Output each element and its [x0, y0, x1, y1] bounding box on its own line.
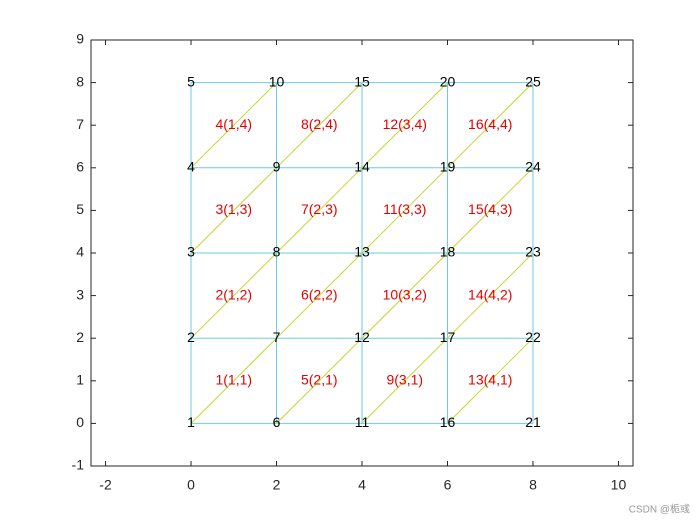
mesh-diagonal — [361, 167, 448, 254]
node-label: 6 — [273, 414, 281, 430]
mesh-diagonal — [190, 167, 277, 254]
node-label: 13 — [354, 244, 370, 260]
element-label: 15(4,3) — [468, 201, 512, 217]
node-label: 20 — [440, 73, 456, 89]
element-label: 16(4,4) — [468, 116, 512, 132]
x-tick-label: 8 — [529, 477, 537, 493]
mesh-diagonal — [190, 252, 277, 339]
element-label: 12(3,4) — [383, 116, 427, 132]
y-tick-label: 8 — [76, 73, 84, 89]
y-tick-label: 7 — [76, 116, 84, 132]
element-label: 8(2,4) — [301, 116, 338, 132]
node-label: 8 — [273, 244, 281, 260]
y-tick-label: 6 — [76, 159, 84, 175]
node-label: 4 — [187, 159, 195, 175]
mesh-diagonal — [361, 337, 448, 424]
element-label: 3(1,3) — [215, 201, 252, 217]
node-label: 22 — [525, 329, 541, 345]
element-label: 10(3,2) — [383, 286, 427, 302]
node-label: 21 — [525, 414, 541, 430]
node-label: 19 — [440, 159, 456, 175]
y-tick-label: 3 — [76, 286, 84, 302]
x-tick-label: 10 — [611, 477, 627, 493]
element-label: 4(1,4) — [215, 116, 252, 132]
y-tick-label: 1 — [76, 372, 84, 388]
element-label: 9(3,1) — [386, 372, 423, 388]
element-label: 6(2,2) — [301, 286, 338, 302]
y-tick-label: 4 — [76, 244, 84, 260]
x-tick-label: 0 — [187, 477, 195, 493]
node-label: 3 — [187, 244, 195, 260]
node-label: 17 — [440, 329, 456, 345]
x-tick-label: -2 — [99, 477, 112, 493]
mesh-diagonal — [190, 82, 277, 169]
node-label: 2 — [187, 329, 195, 345]
x-tick-label: 4 — [358, 477, 366, 493]
x-tick-label: 6 — [444, 477, 452, 493]
node-label: 18 — [440, 244, 456, 260]
node-label: 15 — [354, 73, 370, 89]
node-label: 5 — [187, 73, 195, 89]
node-label: 11 — [355, 414, 370, 430]
node-label: 16 — [440, 414, 456, 430]
node-label: 1 — [187, 414, 195, 430]
node-label: 12 — [354, 329, 370, 345]
mesh-diagonal — [447, 82, 534, 169]
element-label: 7(2,3) — [301, 201, 338, 217]
mesh-diagonal — [447, 167, 534, 254]
mesh-diagonal — [276, 252, 363, 339]
element-label: 1(1,1) — [215, 372, 252, 388]
mesh-diagonal — [276, 82, 363, 169]
node-label: 24 — [525, 159, 541, 175]
watermark: CSDN @栀彧 — [629, 503, 690, 516]
y-tick-label: 9 — [76, 31, 84, 47]
element-label: 5(2,1) — [301, 372, 338, 388]
mesh-diagonal — [361, 82, 448, 169]
element-label: 11(3,3) — [383, 201, 426, 217]
node-label: 23 — [525, 244, 541, 260]
element-label: 13(4,1) — [468, 372, 512, 388]
element-label: 2(1,2) — [215, 286, 252, 302]
y-tick-label: 0 — [76, 414, 84, 430]
mesh-diagonal — [361, 252, 448, 339]
node-label: 9 — [273, 159, 281, 175]
y-tick-label: -1 — [72, 457, 85, 473]
mesh-diagonal — [276, 167, 363, 254]
mesh-diagonal — [447, 337, 534, 424]
y-tick-label: 5 — [76, 201, 84, 217]
node-label: 25 — [525, 73, 541, 89]
mesh-diagonal — [447, 252, 534, 339]
node-label: 10 — [269, 73, 285, 89]
element-label: 14(4,2) — [468, 286, 512, 302]
y-tick-label: 2 — [76, 329, 84, 345]
mesh-diagonal — [190, 337, 277, 424]
mesh-diagonal — [276, 337, 363, 424]
node-label: 14 — [354, 159, 370, 175]
x-tick-label: 2 — [273, 477, 281, 493]
node-label: 7 — [273, 329, 281, 345]
